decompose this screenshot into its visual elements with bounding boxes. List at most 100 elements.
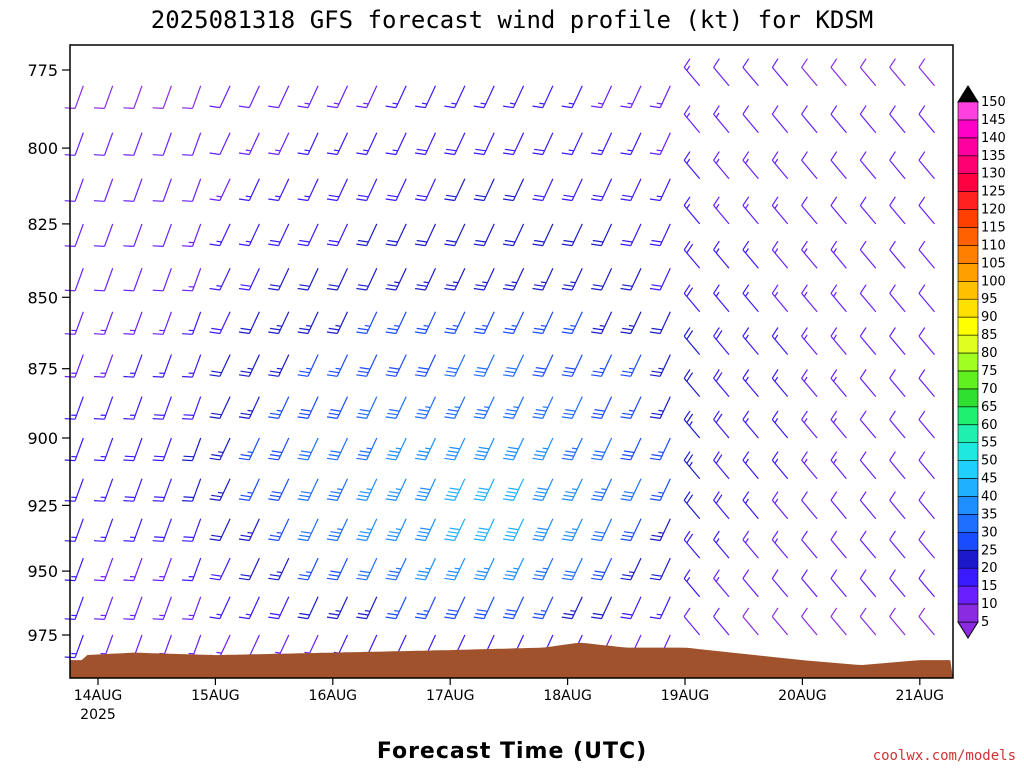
wind-barb <box>713 105 730 134</box>
colorbar-label: 95 <box>981 292 998 307</box>
wind-barb <box>918 607 935 636</box>
colorbar-swatch <box>957 460 979 479</box>
wind-barb <box>918 530 935 559</box>
wind-barb <box>649 396 671 419</box>
colorbar-swatch <box>957 227 979 246</box>
chart-title: 2025081318 GFS forecast wind profile (kt… <box>151 6 873 34</box>
wind-barb <box>385 311 407 335</box>
colorbar-swatch <box>957 280 979 300</box>
wind-barb <box>473 311 495 335</box>
wind-barb <box>268 223 290 247</box>
wind-barb <box>152 311 172 335</box>
wind-barb <box>889 451 906 480</box>
wind-barb <box>859 569 877 598</box>
wind-barb <box>742 569 759 598</box>
wind-barb <box>771 284 789 313</box>
colorbar-swatch <box>957 442 979 461</box>
colorbar-swatch <box>957 119 979 139</box>
wind-barb <box>591 311 613 335</box>
wind-barb <box>415 223 437 247</box>
colorbar-label: 105 <box>981 256 1006 271</box>
wind-barb <box>182 396 202 420</box>
wind-barb <box>918 196 935 225</box>
wind-barb <box>503 85 525 109</box>
wind-barb <box>182 354 202 378</box>
wind-barb <box>801 105 818 134</box>
wind-barb <box>859 284 877 313</box>
wind-barb <box>532 518 554 542</box>
wind-barb <box>385 267 407 291</box>
wind-barb <box>620 437 642 461</box>
wind-barb <box>415 518 437 542</box>
wind-barb <box>444 311 466 335</box>
terrain-fill <box>70 642 953 678</box>
wind-barb <box>620 223 642 247</box>
colorbar-label: 120 <box>981 203 1006 218</box>
wind-barb <box>649 132 671 156</box>
wind-barb <box>830 491 847 520</box>
wind-barb <box>473 518 495 542</box>
wind-barb <box>415 437 437 461</box>
wind-barb <box>209 596 231 620</box>
x-tick-label: 15AUG <box>191 688 240 704</box>
wind-barb <box>182 437 202 462</box>
wind-barb <box>209 178 231 202</box>
wind-barb <box>326 437 349 461</box>
wind-barb <box>326 596 349 620</box>
wind-barb <box>238 267 260 291</box>
wind-barb <box>385 85 407 109</box>
wind-barb <box>444 478 466 501</box>
wind-barb <box>561 557 583 581</box>
wind-barb <box>742 491 759 520</box>
wind-barb <box>444 267 466 291</box>
wind-barb <box>830 530 847 559</box>
wind-barb <box>532 557 554 581</box>
wind-barb <box>209 557 231 581</box>
wind-barb <box>64 396 84 420</box>
wind-barb <box>326 518 349 542</box>
wind-barb <box>297 311 319 335</box>
wind-barb <box>620 596 642 620</box>
wind-barb <box>93 437 114 462</box>
y-tick-label: 775 <box>27 61 58 80</box>
y-tick-label: 875 <box>27 360 58 379</box>
wind-barb <box>238 634 260 658</box>
wind-barb <box>209 396 231 419</box>
wind-barb <box>561 85 583 109</box>
wind-barb <box>918 491 935 520</box>
wind-barb <box>620 518 642 542</box>
wind-barb <box>713 58 730 87</box>
wind-barb <box>649 85 671 109</box>
colorbar-swatch <box>957 370 979 390</box>
wind-barb <box>889 58 906 87</box>
wind-barb <box>742 530 759 559</box>
colorbar-label: 65 <box>981 400 998 415</box>
wind-barb <box>830 240 847 269</box>
wind-barb <box>889 151 906 180</box>
wind-barb <box>503 223 525 247</box>
wind-barb <box>830 410 847 439</box>
wind-barb <box>561 396 583 419</box>
wind-barb <box>713 240 730 269</box>
wind-barb <box>889 369 906 397</box>
colorbar: 5 10 15 20 25 30 35 40 45 50 55 60 65 70 75 80 85 90 95 100… <box>957 85 1006 639</box>
colorbar-label: 70 <box>981 382 998 397</box>
wind-barb <box>889 530 906 559</box>
wind-barb <box>444 354 466 377</box>
wind-barb <box>268 178 290 202</box>
wind-barb <box>123 396 143 420</box>
wind-barb <box>209 267 231 291</box>
wind-barb <box>444 437 466 461</box>
wind-barb <box>889 410 906 439</box>
wind-barb <box>64 634 84 659</box>
colorbar-swatch <box>957 388 979 408</box>
wind-barb <box>561 478 583 501</box>
wind-barb <box>123 178 143 202</box>
wind-barb <box>182 132 202 156</box>
colorbar-swatch <box>957 316 979 336</box>
wind-barb <box>356 396 378 419</box>
wind-barb <box>591 518 613 542</box>
wind-barb <box>64 311 84 335</box>
wind-barb <box>93 478 114 502</box>
wind-barb <box>385 518 407 542</box>
